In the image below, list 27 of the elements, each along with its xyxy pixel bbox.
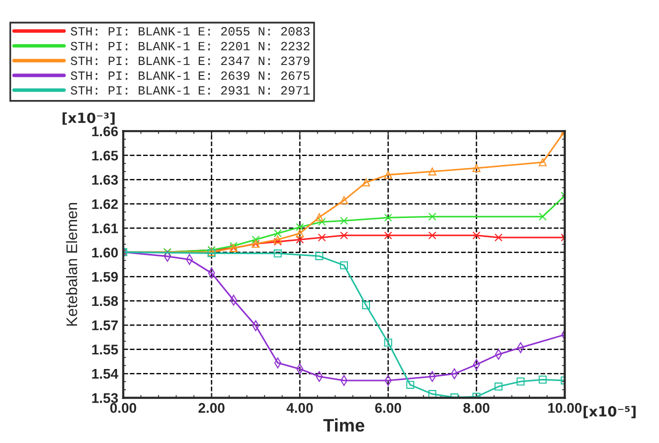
y-tick-label: 1.57 — [92, 320, 118, 330]
x-tick-label: 10.00 — [548, 403, 582, 413]
x-tick-label: 4.00 — [286, 403, 313, 413]
legend-label: STH: PI: BLANK-1 E: 2639 N: 2675 — [70, 71, 310, 80]
y-tick-label: 1.58 — [92, 296, 118, 306]
x-axis-title: Time — [323, 418, 364, 432]
x-tick-label: 8.00 — [463, 403, 490, 413]
y-tick-label: 1.63 — [92, 174, 118, 185]
y-axis-title: Ketebalan Elemen — [66, 203, 78, 326]
text: [x10⁻⁵] — [584, 406, 636, 418]
y-tick-label: 1.54 — [92, 369, 118, 379]
x-tick-label: 0.00 — [110, 403, 136, 413]
y-tick-label: 1.61 — [92, 223, 118, 234]
legend-label: STH: PI: BLANK-1 E: 2347 N: 2379 — [70, 56, 310, 66]
y-tick-label: 1.60 — [92, 248, 118, 258]
y-tick-label: 1.53 — [92, 393, 118, 404]
y-tick-label: 1.66 — [92, 126, 118, 136]
x-tick-label: 2.00 — [198, 403, 224, 413]
legend-label: STH: PI: BLANK-1 E: 2201 N: 2232 — [70, 42, 310, 50]
y-tick-label: 1.55 — [92, 344, 118, 354]
x-tick-label: 6.00 — [375, 403, 402, 413]
text: [x10⁻³] — [62, 112, 115, 125]
legend-label: STH: PI: BLANK-1 E: 2931 N: 2971 — [70, 86, 310, 95]
y-tick-label: 1.62 — [92, 199, 118, 210]
y-tick-label: 1.65 — [92, 150, 118, 161]
y-tick-label: 1.59 — [92, 272, 118, 282]
legend-label: STH: PI: BLANK-1 E: 2055 N: 2083 — [70, 27, 310, 36]
